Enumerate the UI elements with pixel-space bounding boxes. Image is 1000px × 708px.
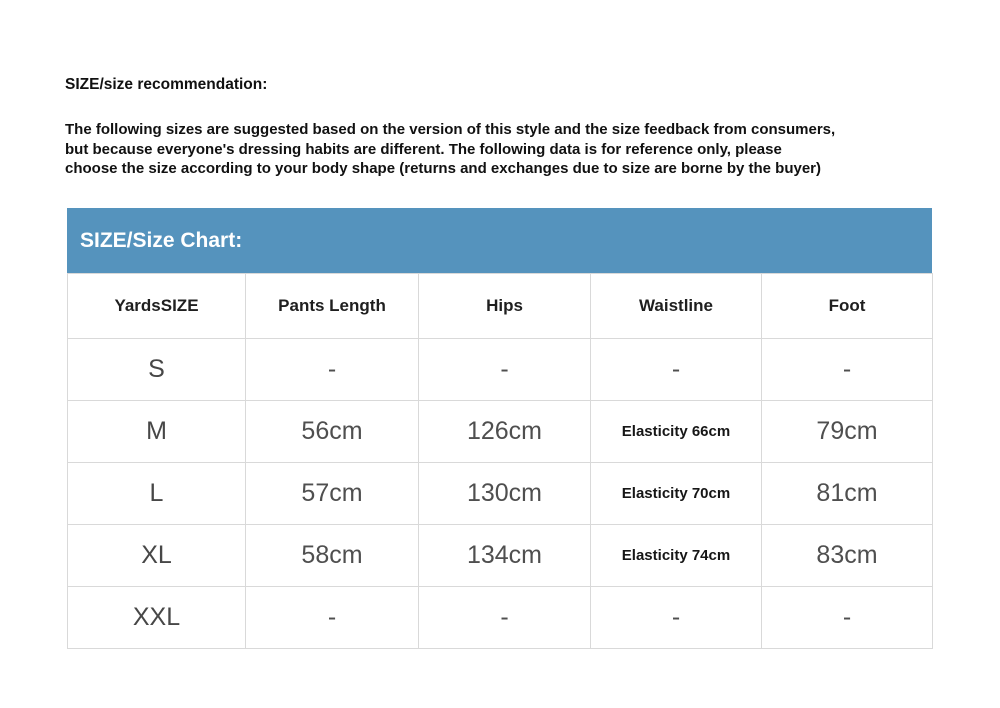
size-chart-banner: SIZE/Size Chart: xyxy=(67,208,932,273)
foot-cell: 81cm xyxy=(761,462,933,525)
size-cell: M xyxy=(67,400,246,463)
waistline-cell: Elasticity 66cm xyxy=(590,400,762,463)
foot-cell: - xyxy=(761,338,933,401)
hips-cell: 126cm xyxy=(418,400,591,463)
table-row-m: M 56cm 126cm Elasticity 66cm 79cm xyxy=(67,400,933,463)
size-chart-table: YardsSIZE Pants Length Hips Waistline Fo… xyxy=(67,273,933,649)
column-header-pants-length: Pants Length xyxy=(245,273,419,339)
foot-cell: - xyxy=(761,586,933,649)
table-row-xl: XL 58cm 134cm Elasticity 74cm 83cm xyxy=(67,524,933,587)
foot-cell: 83cm xyxy=(761,524,933,587)
waistline-cell: Elasticity 74cm xyxy=(590,524,762,587)
table-row-xxl: XXL - - - - xyxy=(67,586,933,649)
table-row-s: S - - - - xyxy=(67,338,933,401)
pants-length-cell: 57cm xyxy=(245,462,419,525)
pants-length-cell: - xyxy=(245,338,419,401)
recommendation-heading: SIZE/size recommendation: xyxy=(65,76,268,93)
pants-length-cell: 56cm xyxy=(245,400,419,463)
column-header-size: YardsSIZE xyxy=(67,273,246,339)
waistline-cell: - xyxy=(590,586,762,649)
size-cell: XXL xyxy=(67,586,246,649)
pants-length-cell: - xyxy=(245,586,419,649)
recommendation-text: The following sizes are suggested based … xyxy=(65,121,836,177)
size-cell: L xyxy=(67,462,246,525)
column-header-waistline: Waistline xyxy=(590,273,762,339)
waistline-cell: Elasticity 70cm xyxy=(590,462,762,525)
header-row: YardsSIZE Pants Length Hips Waistline Fo… xyxy=(67,273,933,339)
hips-cell: - xyxy=(418,586,591,649)
hips-cell: 134cm xyxy=(418,524,591,587)
size-cell: XL xyxy=(67,524,246,587)
hips-cell: 130cm xyxy=(418,462,591,525)
size-cell: S xyxy=(67,338,246,401)
column-header-foot: Foot xyxy=(761,273,933,339)
table-row-l: L 57cm 130cm Elasticity 70cm 81cm xyxy=(67,462,933,525)
foot-cell: 79cm xyxy=(761,400,933,463)
pants-length-cell: 58cm xyxy=(245,524,419,587)
column-header-hips: Hips xyxy=(418,273,591,339)
size-chart-title: SIZE/Size Chart: xyxy=(80,228,243,252)
hips-cell: - xyxy=(418,338,591,401)
waistline-cell: - xyxy=(590,338,762,401)
